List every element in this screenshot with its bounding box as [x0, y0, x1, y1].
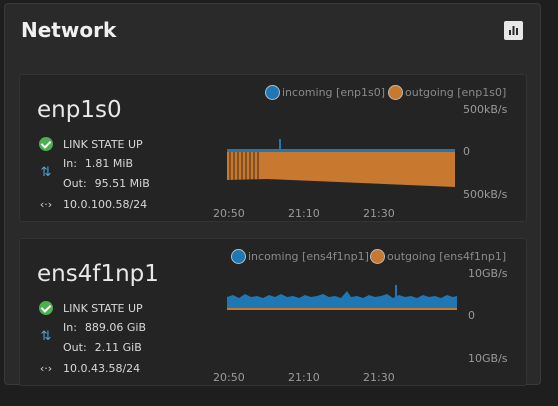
- y-axis-bottom: 500kB/s: [463, 188, 508, 201]
- incoming-dot-icon: [231, 249, 246, 264]
- legend-outgoing[interactable]: outgoing [ens4f1np1]: [370, 249, 506, 264]
- check-circle-icon: [39, 137, 53, 151]
- interface-name: ens4f1np1: [37, 261, 159, 287]
- incoming-dot-icon: [265, 85, 280, 100]
- x-tick: 21:30: [363, 371, 395, 384]
- link-state: LINK STATE UP: [38, 301, 143, 315]
- incoming-spike: [279, 139, 281, 151]
- network-arrows-icon: ‹·›: [39, 197, 53, 211]
- incoming-area: [227, 149, 455, 152]
- y-axis-zero: 0: [468, 309, 475, 322]
- outgoing-area: [227, 151, 455, 187]
- traffic-stats: ⇅ In: 1.81 MiB Out: 95.51 MiB: [40, 157, 150, 190]
- legend-incoming[interactable]: incoming [enp1s0]: [265, 85, 385, 100]
- legend-outgoing[interactable]: outgoing [enp1s0]: [388, 85, 506, 100]
- ip-address: ‹·› 10.0.100.58/24: [39, 197, 148, 211]
- outgoing-spikes: [229, 151, 259, 180]
- out-value: 2.11 GiB: [94, 341, 142, 354]
- legend-incoming[interactable]: incoming [ens4f1np1]: [231, 249, 369, 264]
- y-axis-top: 10GB/s: [468, 267, 508, 280]
- in-value: 889.06 GiB: [84, 321, 147, 334]
- ip-address: ‹·› 10.0.43.58/24: [39, 361, 141, 375]
- x-tick: 20:50: [213, 207, 245, 220]
- x-tick: 21:10: [288, 207, 320, 220]
- in-value: 1.81 MiB: [84, 157, 134, 170]
- y-axis-zero: 0: [463, 145, 470, 158]
- incoming-area: [227, 291, 457, 309]
- outgoing-area: [227, 308, 457, 310]
- transfer-arrows-icon: ⇅: [40, 164, 52, 180]
- network-arrows-icon: ‹·›: [39, 361, 53, 375]
- network-panel: Network enp1s0 LINK STATE UP ⇅ In: 1.81 M…: [4, 3, 541, 386]
- link-state: LINK STATE UP: [38, 137, 143, 151]
- x-tick: 20:50: [213, 371, 245, 384]
- traffic-graph-enp1s0[interactable]: [227, 137, 457, 187]
- incoming-spike: [395, 285, 397, 297]
- traffic-stats: ⇅ In: 889.06 GiB Out: 2.11 GiB: [40, 321, 147, 354]
- chart-icon[interactable]: [504, 21, 523, 40]
- interface-name: enp1s0: [37, 97, 122, 123]
- y-axis-top: 500kB/s: [463, 103, 508, 116]
- traffic-graph-ens4f1np1[interactable]: [227, 281, 459, 321]
- x-tick: 21:30: [363, 207, 395, 220]
- interface-card-enp1s0: enp1s0 LINK STATE UP ⇅ In: 1.81 MiB Out: 9…: [19, 74, 527, 222]
- panel-title: Network: [21, 18, 117, 42]
- x-tick: 21:10: [288, 371, 320, 384]
- outgoing-dot-icon: [388, 85, 403, 100]
- check-circle-icon: [39, 301, 53, 315]
- y-axis-bottom: 10GB/s: [468, 352, 508, 365]
- interface-card-ens4f1np1: ens4f1np1 LINK STATE UP ⇅ In: 889.06 GiB …: [19, 238, 527, 386]
- transfer-arrows-icon: ⇅: [40, 328, 52, 344]
- out-value: 95.51 MiB: [94, 177, 150, 190]
- outgoing-dot-icon: [370, 249, 385, 264]
